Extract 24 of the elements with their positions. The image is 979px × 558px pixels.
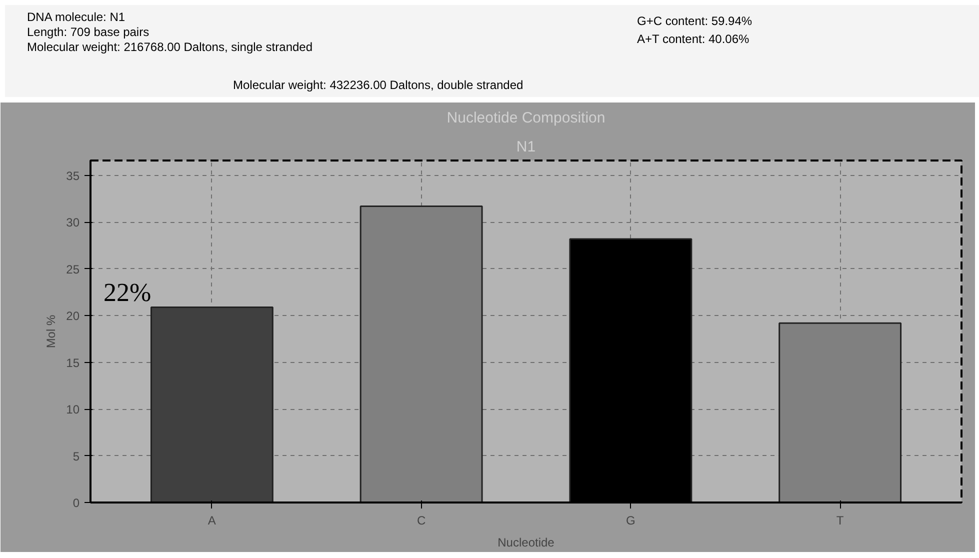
text: A+T content: 40.06% [637, 31, 750, 48]
bar [360, 206, 483, 502]
text: Molecular weight: 216768.00 Daltons, single stranded [27, 39, 313, 56]
x-tick-label: T [836, 514, 844, 528]
y-tick-label: 30 [66, 216, 80, 230]
y-tick-label: 0 [72, 496, 80, 510]
y-tick-label: 20 [66, 309, 80, 324]
text: G+C content: 59.94% [637, 13, 752, 30]
y-tick-label: 25 [66, 262, 80, 276]
x-axis-title: Nucleotide [498, 536, 555, 550]
x-tick-label: G [626, 514, 636, 528]
y-tick-label: 10 [66, 402, 80, 417]
x-tick-label: A [208, 514, 216, 528]
bar [778, 322, 902, 502]
annotation: 22% [104, 278, 152, 308]
y-axis-title: Mol % [44, 314, 58, 348]
text: Length: 709 base pairs [27, 24, 150, 41]
text: DNA molecule: N1 [27, 9, 126, 26]
y-tick-label: 15 [66, 356, 80, 370]
text: Molecular weight: 432236.00 Daltons, double stranded [233, 77, 524, 94]
bar [150, 306, 274, 502]
x-tick-label: C [416, 514, 426, 528]
y-tick-label: 35 [66, 168, 80, 183]
y-tick-label: 5 [72, 449, 80, 464]
